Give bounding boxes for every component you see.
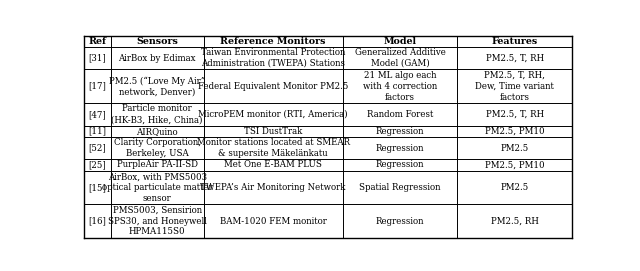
Text: PM2.5, T, RH: PM2.5, T, RH (486, 54, 544, 63)
Text: Federal Equivalent Monitor PM2.5: Federal Equivalent Monitor PM2.5 (198, 82, 348, 91)
Text: [31]: [31] (88, 54, 106, 63)
Text: Clarity Corporation,
Berkeley, USA: Clarity Corporation, Berkeley, USA (114, 138, 201, 158)
Text: AirBox by Edimax: AirBox by Edimax (118, 54, 196, 63)
Text: Generalized Additive
Model (GAM): Generalized Additive Model (GAM) (355, 48, 445, 68)
Text: [16]: [16] (88, 217, 106, 226)
Text: 21 ML algo each
with 4 correction
factors: 21 ML algo each with 4 correction factor… (363, 71, 437, 102)
Text: TWEPA’s Air Monitoring Network: TWEPA’s Air Monitoring Network (200, 183, 346, 192)
Text: [52]: [52] (88, 144, 106, 153)
Text: PM2.5, PM10: PM2.5, PM10 (485, 160, 545, 169)
Text: PM2.5, T, RH: PM2.5, T, RH (486, 110, 544, 119)
Text: PM2.5, PM10: PM2.5, PM10 (485, 127, 545, 136)
Text: Reference Monitors: Reference Monitors (220, 37, 326, 46)
Text: Ref: Ref (88, 37, 106, 46)
Text: [11]: [11] (88, 127, 106, 136)
Text: Regression: Regression (376, 127, 424, 136)
Text: Met One E-BAM PLUS: Met One E-BAM PLUS (224, 160, 322, 169)
Text: [15]: [15] (88, 183, 106, 192)
Text: BAM-1020 FEM monitor: BAM-1020 FEM monitor (220, 217, 326, 226)
Text: PMS5003, Sensirion
SPS30, and Honeywell
HPMA115S0: PMS5003, Sensirion SPS30, and Honeywell … (108, 206, 207, 236)
Text: PM2.5, T, RH,
Dew, Time variant
factors: PM2.5, T, RH, Dew, Time variant factors (476, 71, 554, 102)
Text: AirBox, with PMS5003
optical particulate matter
sensor: AirBox, with PMS5003 optical particulate… (102, 172, 212, 203)
Text: PM2.5, RH: PM2.5, RH (491, 217, 539, 226)
Text: Random Forest: Random Forest (367, 110, 433, 119)
Text: AIRQuino: AIRQuino (136, 127, 178, 136)
Text: PM2.5 (“Love My Air”
network, Denver): PM2.5 (“Love My Air” network, Denver) (109, 76, 205, 96)
Text: Regression: Regression (376, 217, 424, 226)
Text: Sensors: Sensors (136, 37, 178, 46)
Text: PurpleAir PA-II-SD: PurpleAir PA-II-SD (116, 160, 198, 169)
Text: Regression: Regression (376, 144, 424, 153)
Text: Monitor stations located at SMEAR
& supersite Mäkelänkatu: Monitor stations located at SMEAR & supe… (196, 138, 349, 158)
Text: [25]: [25] (88, 160, 106, 169)
Text: MicroPEM monitor (RTI, America): MicroPEM monitor (RTI, America) (198, 110, 348, 119)
Text: Regression: Regression (376, 160, 424, 169)
Text: Spatial Regression: Spatial Regression (359, 183, 441, 192)
Text: PM2.5: PM2.5 (500, 183, 529, 192)
Text: [47]: [47] (88, 110, 106, 119)
Text: Model: Model (383, 37, 417, 46)
Text: [17]: [17] (88, 82, 106, 91)
Text: PM2.5: PM2.5 (500, 144, 529, 153)
Text: Particle monitor
(HK-B3, Hike, China): Particle monitor (HK-B3, Hike, China) (111, 105, 203, 124)
Text: Taiwan Environmental Protection
Administration (TWEPA) Stations: Taiwan Environmental Protection Administ… (201, 48, 346, 68)
Text: TSI DustTrak: TSI DustTrak (244, 127, 302, 136)
Text: Features: Features (492, 37, 538, 46)
